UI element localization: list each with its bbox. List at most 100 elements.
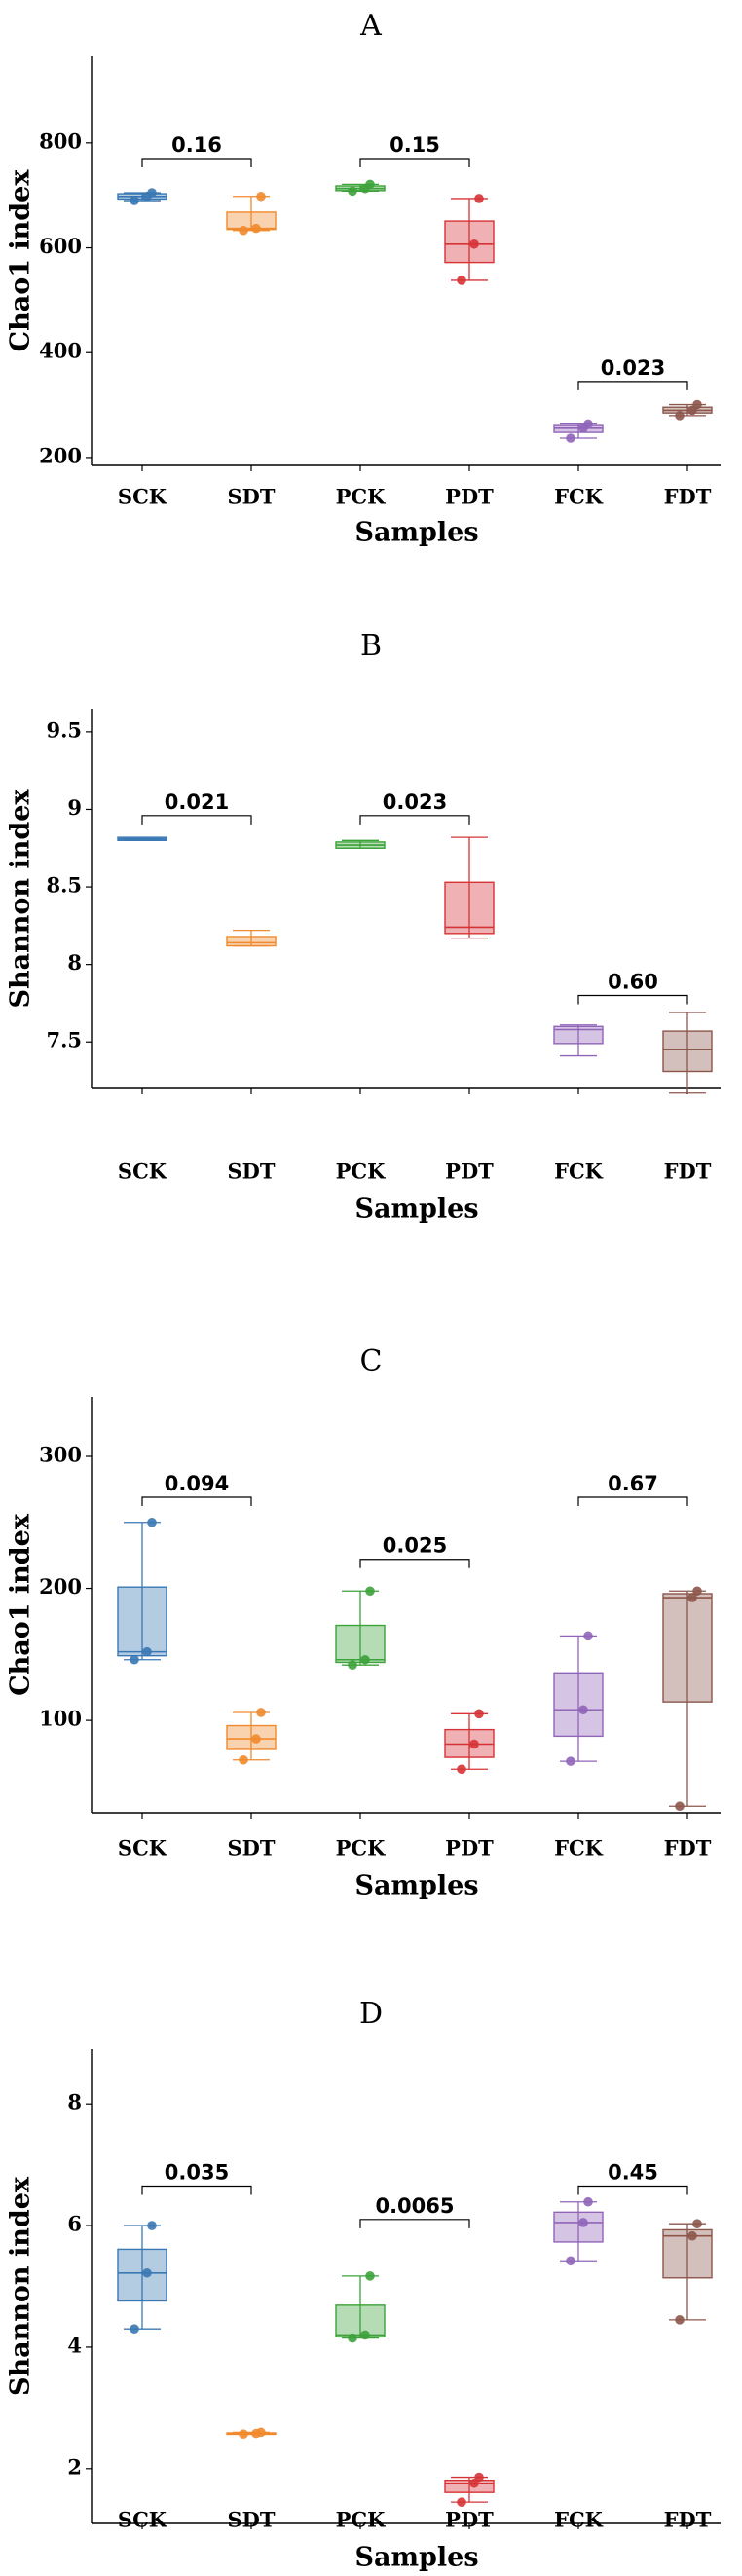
- x-tick-label: PCK: [336, 2508, 387, 2532]
- panel-title: D: [359, 1997, 383, 2031]
- box-pck: [335, 179, 386, 197]
- comparison-bracket: 0.035: [141, 2160, 252, 2195]
- panel-title: A: [359, 9, 382, 43]
- data-point: [147, 188, 157, 198]
- y-tick-label: 7.5: [46, 1028, 82, 1052]
- data-point: [142, 2267, 152, 2278]
- y-tick-label: 200: [39, 1574, 82, 1599]
- data-point: [348, 2333, 357, 2343]
- box-fdt: [662, 2219, 713, 2325]
- p-value-label: 0.021: [165, 791, 229, 814]
- box-pck: [335, 2271, 386, 2343]
- box-sdt: [226, 2427, 277, 2440]
- x-tick-label: FCK: [554, 485, 604, 509]
- data-point: [142, 1646, 152, 1657]
- x-tick-label: PDT: [445, 2508, 494, 2532]
- x-tick-label: SCK: [118, 485, 167, 509]
- data-point: [348, 1660, 357, 1670]
- data-point: [469, 1739, 479, 1749]
- data-point: [675, 411, 685, 421]
- data-point: [239, 1754, 248, 1765]
- x-tick-label: SDT: [227, 1836, 275, 1860]
- p-value-label: 0.45: [608, 2160, 658, 2184]
- p-value-label: 0.023: [383, 791, 447, 814]
- x-tick-label: SCK: [118, 1836, 167, 1860]
- data-point: [578, 1705, 588, 1715]
- box-iqr: [117, 1586, 167, 1657]
- panel-b: B 7.5 8 8.5 9 9.5 Shannon index SCK SDT PCK PDT FCK…: [6, 629, 721, 1225]
- x-tick-label: SDT: [227, 2508, 275, 2532]
- box-iqr: [662, 2228, 713, 2279]
- data-point: [239, 2429, 248, 2440]
- box-iqr: [335, 1624, 386, 1664]
- bracket-line: [141, 2185, 252, 2195]
- panel-title: B: [360, 629, 382, 663]
- p-value-label: 0.094: [165, 1472, 229, 1495]
- y-tick-label: 600: [39, 234, 82, 258]
- data-point: [583, 2196, 593, 2207]
- box-sdt: [226, 191, 277, 236]
- data-point: [360, 1654, 370, 1665]
- data-point: [675, 2315, 685, 2325]
- data-point: [687, 1593, 697, 1602]
- panel-c: C 100 200 300 Chao1 index SCK SDT PCK PDT FCK FDT S…: [6, 1344, 721, 1901]
- data-point: [583, 419, 593, 429]
- x-tick-label: PCK: [336, 1836, 387, 1860]
- data-point: [457, 2497, 466, 2507]
- box-sdt: [226, 1708, 277, 1765]
- x-tick-label: SDT: [227, 485, 275, 509]
- x-tick-label: FCK: [554, 1159, 604, 1184]
- data-point: [365, 179, 375, 190]
- data-point: [474, 194, 484, 203]
- data-point: [469, 239, 479, 249]
- bracket-line: [359, 2219, 470, 2228]
- x-axis-label: Samples: [354, 2543, 478, 2573]
- p-value-label: 0.0065: [375, 2194, 454, 2218]
- comparison-bracket: 0.094: [141, 1472, 252, 1507]
- y-tick-label: 300: [39, 1443, 82, 1467]
- x-tick-label: FCK: [554, 2508, 604, 2532]
- p-value-label: 0.60: [608, 970, 658, 993]
- data-point: [147, 1517, 157, 1527]
- x-tick-label: FDT: [664, 1159, 712, 1184]
- box-fck: [553, 1024, 604, 1057]
- box-iqr: [226, 936, 277, 947]
- data-point: [566, 1756, 575, 1766]
- box-pdt: [444, 194, 495, 285]
- y-tick-label: 8: [67, 950, 82, 975]
- x-axis-label: Samples: [354, 1195, 478, 1225]
- data-point: [457, 276, 466, 285]
- box-iqr: [444, 2479, 495, 2493]
- comparison-bracket: 0.025: [359, 1534, 470, 1568]
- data-point: [566, 433, 575, 443]
- comparison-bracket: 0.67: [577, 1472, 688, 1507]
- data-point: [675, 1801, 685, 1812]
- data-point: [692, 399, 702, 410]
- data-point: [130, 196, 139, 205]
- data-point: [348, 186, 357, 197]
- box-pdt: [444, 2472, 495, 2507]
- box-iqr: [553, 424, 604, 433]
- comparison-bracket: 0.16: [141, 133, 252, 167]
- x-tick-label: PDT: [445, 1159, 494, 1184]
- p-value-label: 0.16: [171, 133, 222, 157]
- x-axis-label: Samples: [354, 1871, 478, 1901]
- comparison-bracket: 0.60: [577, 970, 688, 1005]
- data-point: [578, 2218, 588, 2227]
- bracket-line: [577, 381, 688, 390]
- p-value-label: 0.15: [390, 133, 440, 157]
- y-tick-label: 200: [39, 443, 82, 467]
- data-point: [692, 1586, 702, 1597]
- x-tick-label: PCK: [336, 1159, 387, 1184]
- data-point: [256, 191, 266, 202]
- box-fck: [553, 419, 604, 443]
- data-point: [256, 1708, 266, 1717]
- p-value-label: 0.023: [601, 356, 665, 380]
- x-tick-label: FDT: [664, 1836, 712, 1860]
- comparison-bracket: 0.021: [141, 791, 252, 825]
- box-sck: [117, 2221, 167, 2335]
- data-point: [256, 2427, 266, 2438]
- y-tick-label: 400: [39, 339, 82, 363]
- p-value-label: 0.025: [383, 1534, 447, 1558]
